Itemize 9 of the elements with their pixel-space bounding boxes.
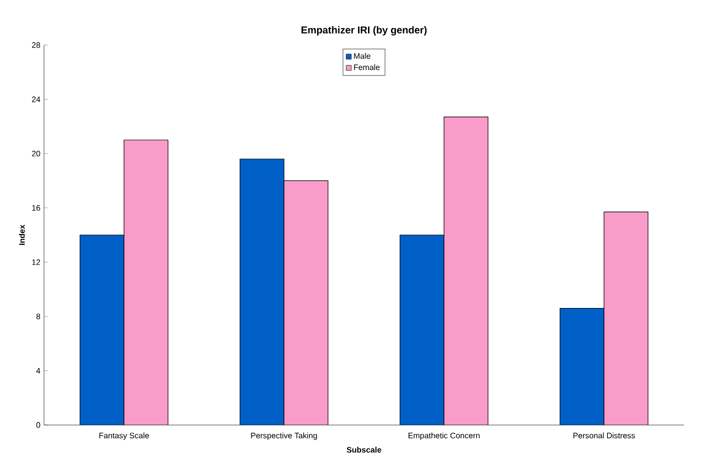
- chart-title: Empathizer IRI (by gender): [302, 26, 427, 36]
- bar: [284, 180, 328, 425]
- bar: [444, 116, 488, 425]
- bar: [560, 308, 604, 425]
- bar: [124, 140, 168, 425]
- bar: [80, 235, 124, 425]
- bar: [400, 235, 444, 425]
- bar: [240, 158, 284, 425]
- bar: [604, 212, 648, 425]
